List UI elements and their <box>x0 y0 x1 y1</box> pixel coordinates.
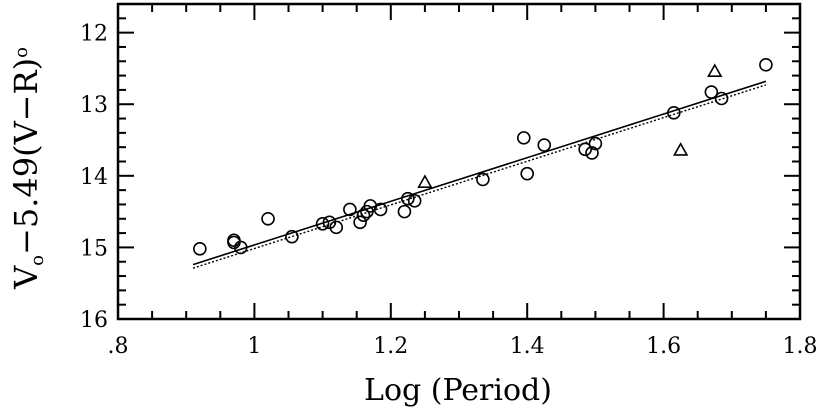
fit-line-dotted <box>192 84 767 269</box>
data-point-circle <box>537 138 552 152</box>
data-point-circle <box>407 194 422 208</box>
fit-line-solid <box>192 80 767 266</box>
data-point-circle <box>667 106 681 120</box>
data-point-circle <box>193 242 207 256</box>
data-point-circle <box>373 202 388 217</box>
fit-lines <box>192 80 767 269</box>
y-tick-label: 13 <box>80 93 108 118</box>
data-point-circle <box>285 229 299 244</box>
data-point-triangle <box>707 63 723 78</box>
data-point-circle <box>353 215 367 230</box>
y-axis-title-v: V <box>7 265 45 290</box>
data-point-circle <box>233 240 248 255</box>
data-point-circle <box>759 58 773 72</box>
data-point-circle <box>516 131 531 145</box>
x-tick-label: 1.4 <box>510 334 545 359</box>
data-point-circle <box>578 142 592 157</box>
data-point-circle <box>714 91 729 106</box>
y-axis-title-sub2: o <box>11 47 32 58</box>
data-point-circle <box>322 215 337 230</box>
data-point-circle <box>397 204 412 219</box>
y-tick-label: 14 <box>80 165 108 190</box>
data-point-triangle <box>672 142 689 156</box>
data-point-triangle <box>417 174 433 188</box>
x-tick-label: .8 <box>108 334 129 359</box>
x-tick-label: 1.8 <box>783 334 817 359</box>
x-tick-label: 1.2 <box>373 334 408 359</box>
data-point-circle <box>329 220 344 235</box>
data-point-circle <box>401 191 415 206</box>
data-point-circle <box>520 166 535 181</box>
data-point-circle <box>343 202 357 217</box>
x-tick-label: 1 <box>247 334 261 359</box>
data-point-circle <box>227 235 241 250</box>
x-tick-label: 1.6 <box>646 334 681 359</box>
y-tick-label: 15 <box>80 236 108 261</box>
data-point-circle <box>588 136 603 151</box>
data-point-circle <box>476 172 490 187</box>
data-point-circle <box>356 208 371 222</box>
y-tick-label: 16 <box>80 308 108 333</box>
y-axis: 12 13 14 15 16 <box>80 3 800 333</box>
x-axis-title: Log (Period) <box>364 373 552 408</box>
y-axis-title: Vo−5.49(V−R)o <box>7 47 48 290</box>
data-point-circle <box>315 216 330 231</box>
data-points <box>193 58 773 256</box>
y-axis-title-sub1: o <box>27 255 48 266</box>
data-point-circle <box>585 146 599 160</box>
y-axis-title-middle: −5.49(V−R) <box>7 58 45 255</box>
data-point-circle <box>261 211 275 226</box>
svg-text:Vo−5.49(V−R)o: Vo−5.49(V−R)o <box>7 47 48 290</box>
y-tick-label: 12 <box>80 22 108 47</box>
data-point-circle <box>704 85 719 99</box>
